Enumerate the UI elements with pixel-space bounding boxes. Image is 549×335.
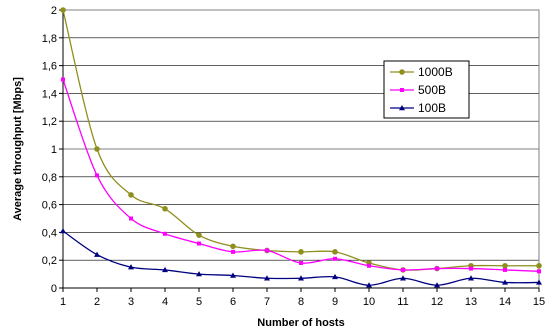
x-tick-label: 3 bbox=[128, 296, 134, 308]
data-point bbox=[332, 249, 338, 255]
data-point bbox=[163, 231, 167, 236]
data-point bbox=[333, 256, 337, 261]
data-point bbox=[94, 146, 100, 152]
x-axis-title: Number of hosts bbox=[257, 317, 344, 329]
data-point bbox=[60, 7, 66, 13]
x-tick-label: 12 bbox=[431, 296, 443, 308]
legend-label: 500B bbox=[418, 83, 446, 97]
y-tick-label: 0,6 bbox=[42, 200, 57, 212]
data-point bbox=[61, 77, 65, 82]
data-point bbox=[94, 251, 100, 257]
gridlines bbox=[63, 37, 539, 261]
data-point bbox=[536, 279, 542, 285]
data-point bbox=[196, 232, 202, 238]
data-point bbox=[367, 263, 371, 268]
legend-item: 500B bbox=[390, 83, 446, 97]
y-tick-label: 0,4 bbox=[42, 227, 57, 239]
data-point bbox=[469, 266, 473, 271]
series-500B bbox=[61, 77, 541, 274]
legend-swatch-marker bbox=[400, 88, 404, 92]
x-tick-label: 6 bbox=[230, 296, 236, 308]
data-point bbox=[434, 282, 440, 288]
data-point bbox=[299, 260, 303, 265]
data-point bbox=[264, 275, 270, 281]
x-tick-label: 14 bbox=[499, 296, 511, 308]
x-tick-label: 4 bbox=[162, 296, 168, 308]
data-point bbox=[332, 273, 338, 280]
legend-label: 1000B bbox=[418, 65, 453, 79]
series-group bbox=[60, 7, 542, 288]
data-point bbox=[298, 249, 304, 255]
y-tick-label: 0,2 bbox=[42, 255, 57, 267]
data-point bbox=[503, 267, 507, 272]
y-tick-label: 2 bbox=[51, 5, 57, 17]
data-point bbox=[60, 228, 66, 234]
data-point bbox=[128, 192, 134, 198]
y-tick-label: 1,6 bbox=[42, 61, 57, 73]
x-tick-label: 13 bbox=[465, 296, 477, 308]
x-tick-label: 2 bbox=[94, 296, 100, 308]
y-tick-label: 1,2 bbox=[42, 116, 57, 128]
y-tick-label: 1,8 bbox=[42, 33, 57, 45]
data-point bbox=[366, 282, 372, 288]
y-tick-label: 1 bbox=[51, 144, 57, 156]
data-point bbox=[298, 275, 304, 281]
data-point bbox=[400, 275, 406, 281]
data-point bbox=[162, 205, 168, 212]
data-point bbox=[231, 249, 235, 254]
data-point bbox=[230, 243, 236, 250]
data-point bbox=[265, 248, 269, 253]
data-point bbox=[537, 269, 541, 274]
data-point bbox=[230, 272, 236, 278]
y-tick-label: 1,4 bbox=[42, 88, 57, 100]
data-point bbox=[468, 275, 474, 281]
axes: 00,20,40,60,811,21,41,61,821 2 3 4 5 6 7 8 9 10 11… bbox=[42, 5, 545, 308]
x-tick-label: 7 bbox=[264, 296, 270, 308]
legend-swatch-marker bbox=[399, 69, 405, 75]
x-tick-label: 5 bbox=[196, 296, 202, 308]
legend: 1000B 500B 100B bbox=[383, 60, 470, 119]
data-point bbox=[502, 279, 508, 285]
data-point bbox=[435, 266, 439, 271]
y-axis-title: Average throughput [Mbps] bbox=[12, 77, 24, 221]
y-tick-label: 0 bbox=[51, 283, 57, 295]
y-tick-label: 0,8 bbox=[42, 172, 57, 184]
x-tick-label: 11 bbox=[397, 296, 408, 308]
x-tick-label: 10 bbox=[363, 296, 375, 308]
data-point bbox=[162, 266, 168, 273]
data-point bbox=[401, 267, 405, 272]
data-point bbox=[502, 262, 508, 269]
series-line bbox=[62, 9, 539, 271]
legend-item: 1000B bbox=[390, 65, 453, 79]
x-tick-label: 1 bbox=[60, 296, 66, 308]
x-tick-label: 9 bbox=[332, 296, 338, 308]
data-point bbox=[129, 216, 133, 221]
data-point bbox=[196, 271, 202, 277]
x-tick-label: 15 bbox=[533, 296, 545, 308]
x-tick-label: 8 bbox=[298, 296, 304, 308]
data-point bbox=[197, 241, 201, 246]
legend-label: 100B bbox=[418, 101, 446, 115]
legend-item: 100B bbox=[390, 101, 446, 115]
data-point bbox=[128, 264, 134, 270]
data-point bbox=[95, 173, 99, 178]
series-100B bbox=[60, 228, 542, 288]
data-point bbox=[536, 262, 542, 269]
legend-swatch-marker bbox=[399, 105, 405, 111]
